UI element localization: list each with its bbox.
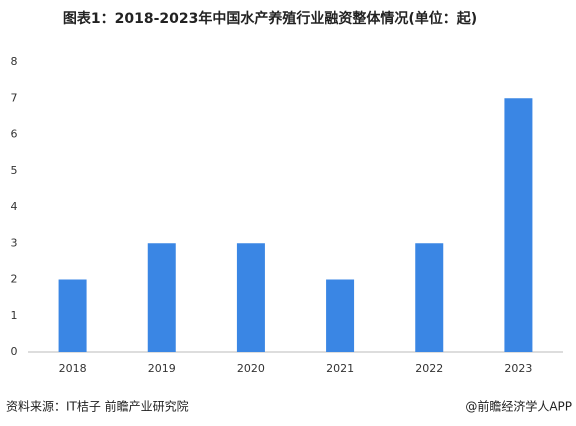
source-note: 资料来源：IT桔子 前瞻产业研究院 [6,399,189,414]
y-tick-label: 5 [11,164,18,177]
x-tick-label: 2022 [415,362,443,375]
bar [415,243,444,352]
y-tick-label: 3 [11,236,18,249]
y-tick-label: 2 [11,273,18,286]
y-tick-label: 6 [11,128,18,141]
x-tick-label: 2021 [326,362,354,375]
x-tick-label: 2019 [148,362,176,375]
bar [326,279,355,352]
x-tick-label: 2023 [504,362,532,375]
chart-title: 图表1：2018-2023年中国水产养殖行业融资整体情况(单位：起) [63,10,477,27]
y-tick-label: 8 [11,55,18,68]
bar [58,279,87,352]
x-tick-label: 2018 [59,362,87,375]
y-tick-label: 0 [11,345,18,358]
bar [147,243,176,352]
y-tick-label: 4 [11,200,18,213]
bar [236,243,265,352]
credit: @前瞻经济学人APP [465,399,572,414]
bar [504,98,533,352]
x-tick-label: 2020 [237,362,265,375]
y-tick-label: 1 [11,309,18,322]
y-tick-label: 7 [11,91,18,104]
